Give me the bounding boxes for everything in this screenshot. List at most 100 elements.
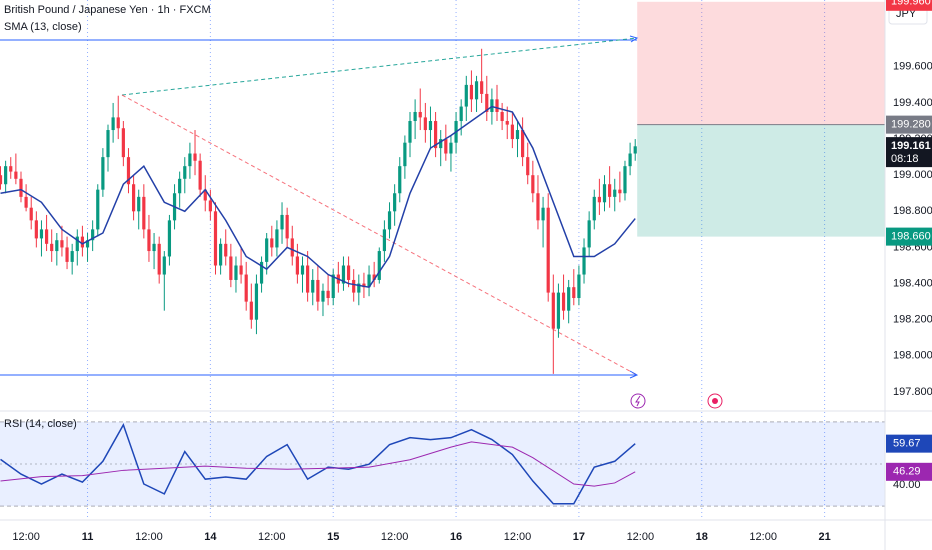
- candle-body: [280, 214, 284, 230]
- y-tick-label: 199.000: [893, 169, 932, 181]
- candle-body: [608, 184, 612, 197]
- candle-body: [495, 99, 499, 112]
- candle-body: [80, 236, 85, 248]
- candle-body: [582, 247, 586, 275]
- candle-body: [362, 283, 366, 288]
- candle-body: [4, 166, 8, 185]
- candle-body: [300, 265, 305, 275]
- candle-body: [393, 193, 397, 212]
- candle-body: [85, 240, 90, 248]
- candle-body: [224, 243, 228, 257]
- candle-body: [341, 265, 346, 284]
- candle-body: [116, 117, 120, 129]
- stop-zone: [637, 1, 885, 125]
- candle-body: [418, 111, 422, 118]
- candle-body: [433, 121, 438, 149]
- candle-body: [510, 124, 514, 140]
- candle-body: [352, 279, 356, 293]
- x-tick-label: 12:00: [749, 531, 777, 543]
- sma-line: [0, 105, 636, 289]
- candle-body: [254, 283, 259, 320]
- candle-body: [208, 200, 212, 212]
- candle-body: [101, 157, 105, 190]
- candle-body: [162, 256, 166, 275]
- candle-body: [96, 189, 100, 230]
- entry-box: [886, 115, 932, 134]
- candle-body: [193, 153, 197, 161]
- current-price-label: 199.161: [891, 140, 931, 152]
- y-tick-label: 198.200: [893, 314, 932, 326]
- y-tick-label: 198.800: [893, 205, 932, 217]
- candle-body: [9, 166, 13, 172]
- candle-body: [157, 243, 161, 275]
- candle-body: [536, 193, 540, 221]
- candle-body: [290, 238, 294, 257]
- last-value-label: 59.67: [893, 438, 921, 450]
- x-tick-label: 12:00: [258, 531, 286, 543]
- y-tick-label: 199.600: [893, 61, 932, 73]
- candle-body: [131, 184, 136, 212]
- candle-body: [203, 189, 207, 201]
- arrow-head: [629, 370, 639, 379]
- candle-body: [567, 287, 571, 311]
- candle-body: [587, 220, 591, 248]
- last-value-box: [886, 434, 932, 453]
- candle-body: [121, 128, 125, 158]
- candle-body: [19, 178, 23, 197]
- candle-body: [34, 220, 38, 239]
- event-dot: [712, 398, 718, 404]
- candle-body: [577, 274, 581, 299]
- candle-body: [167, 220, 172, 257]
- candle-body: [541, 207, 545, 221]
- candle-body: [413, 111, 417, 122]
- candle-body: [265, 238, 269, 262]
- event-icon[interactable]: [630, 393, 646, 409]
- candle-body: [239, 265, 243, 275]
- candle-body: [531, 175, 535, 194]
- x-tick-label: 14: [204, 531, 217, 543]
- candle-body: [147, 229, 151, 252]
- candle-body: [331, 274, 335, 299]
- candle-body: [602, 184, 607, 203]
- y-tick-label: 199.400: [893, 97, 932, 109]
- candle-body: [137, 196, 141, 212]
- rsi-band: [0, 421, 885, 507]
- candle-body: [408, 121, 412, 143]
- candle-body: [572, 287, 576, 299]
- candle-body: [142, 196, 146, 230]
- y-tick-label: 198.000: [893, 350, 932, 362]
- candle-body: [70, 251, 74, 262]
- candle-body: [285, 214, 289, 239]
- candle-body: [505, 121, 509, 125]
- candle-body: [198, 160, 202, 190]
- candle-body: [382, 229, 387, 252]
- candle-body: [295, 256, 299, 275]
- candle-body: [526, 157, 530, 176]
- candle-body: [367, 274, 371, 288]
- last-value-label: 46.29: [893, 466, 921, 478]
- candle-body: [0, 175, 3, 185]
- rsi-line: [0, 423, 636, 505]
- lightning: [635, 395, 641, 407]
- candle-body: [377, 251, 381, 280]
- candle-body: [244, 274, 248, 302]
- candle-body: [521, 130, 525, 158]
- candle-body: [249, 301, 253, 320]
- x-tick-label: 12:00: [627, 531, 655, 543]
- candle-body: [628, 153, 632, 167]
- trend-line: [121, 37, 638, 96]
- last-value-box: [886, 462, 932, 481]
- candle-body: [270, 238, 274, 248]
- grid: [0, 0, 885, 520]
- candle-body: [357, 283, 361, 293]
- candle-body: [551, 292, 555, 329]
- x-tick-label: 15: [327, 531, 339, 543]
- chart-title: British Pound / Japanese Yen · 1h · FXCM: [4, 4, 211, 16]
- candle-body: [597, 196, 601, 203]
- x-tick-label: 12:00: [135, 531, 163, 543]
- y-tick-label: 40.00: [893, 479, 921, 491]
- target-zone: [637, 124, 885, 237]
- candle-body: [44, 229, 49, 244]
- candle-body: [618, 189, 622, 194]
- candle-body: [65, 247, 69, 262]
